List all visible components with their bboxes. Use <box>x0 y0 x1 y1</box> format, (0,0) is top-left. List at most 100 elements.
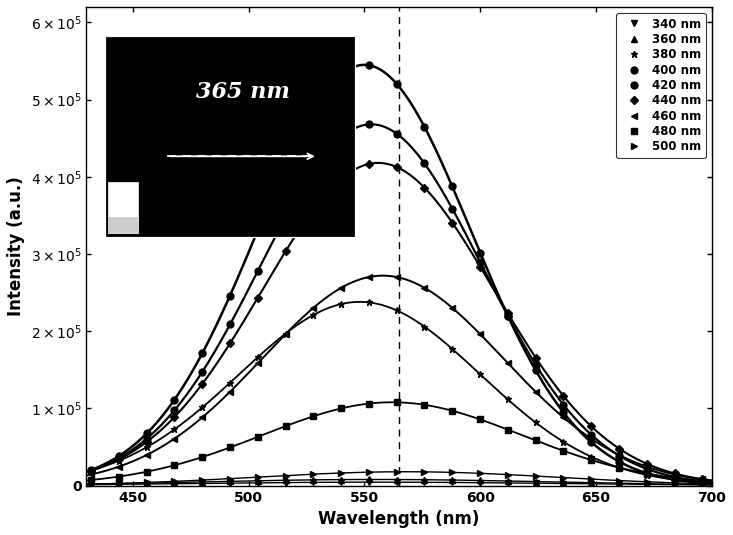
420 nm <box>670 473 679 480</box>
500 nm <box>142 479 151 486</box>
480 nm <box>448 408 457 414</box>
440 nm <box>392 164 401 170</box>
400 nm <box>670 476 679 483</box>
440 nm <box>114 456 123 463</box>
440 nm <box>336 176 345 182</box>
420 nm <box>476 259 485 265</box>
480 nm <box>698 478 707 484</box>
380 nm <box>476 371 485 377</box>
340 nm <box>254 479 262 486</box>
Line: 340 nm: 340 nm <box>88 479 733 488</box>
460 nm <box>198 414 207 421</box>
460 nm <box>364 274 373 280</box>
340 nm <box>142 481 151 487</box>
340 nm <box>614 481 623 487</box>
400 nm <box>309 107 317 113</box>
440 nm <box>531 354 540 361</box>
380 nm <box>114 457 123 464</box>
400 nm <box>420 124 429 130</box>
420 nm <box>504 312 512 319</box>
340 nm <box>336 479 345 485</box>
480 nm <box>309 413 317 419</box>
340 nm <box>226 480 235 486</box>
440 nm <box>587 423 596 430</box>
400 nm <box>86 467 95 473</box>
460 nm <box>614 452 623 458</box>
460 nm <box>476 331 485 337</box>
500 nm <box>114 480 123 487</box>
440 nm <box>448 219 457 226</box>
400 nm <box>448 184 457 190</box>
340 nm <box>281 479 290 486</box>
480 nm <box>364 400 373 407</box>
480 nm <box>476 416 485 423</box>
500 nm <box>392 469 401 475</box>
420 nm <box>531 362 540 368</box>
400 nm <box>254 227 262 234</box>
480 nm <box>226 444 235 450</box>
440 nm <box>698 476 707 483</box>
360 nm <box>670 481 679 487</box>
500 nm <box>642 479 651 485</box>
400 nm <box>281 162 290 169</box>
340 nm <box>392 479 401 485</box>
460 nm <box>114 463 123 470</box>
380 nm <box>281 331 290 337</box>
440 nm <box>254 294 262 301</box>
340 nm <box>642 482 651 488</box>
480 nm <box>336 405 345 411</box>
400 nm <box>531 367 540 373</box>
380 nm <box>587 454 596 460</box>
340 nm <box>198 480 207 487</box>
360 nm <box>254 478 262 484</box>
380 nm <box>198 404 207 411</box>
360 nm <box>392 476 401 483</box>
500 nm <box>170 478 179 485</box>
500 nm <box>309 471 317 477</box>
380 nm <box>698 479 707 486</box>
Line: 460 nm: 460 nm <box>88 274 733 485</box>
380 nm <box>614 464 623 471</box>
360 nm <box>476 477 485 484</box>
440 nm <box>364 160 373 167</box>
X-axis label: Wavelength (nm): Wavelength (nm) <box>318 510 479 528</box>
480 nm <box>726 480 733 486</box>
480 nm <box>420 402 429 408</box>
400 nm <box>364 62 373 68</box>
420 nm <box>392 131 401 137</box>
360 nm <box>309 477 317 483</box>
440 nm <box>86 468 95 474</box>
500 nm <box>226 476 235 482</box>
420 nm <box>448 205 457 212</box>
500 nm <box>86 481 95 487</box>
440 nm <box>281 248 290 255</box>
420 nm <box>254 268 262 274</box>
340 nm <box>86 482 95 488</box>
380 nm <box>448 346 457 352</box>
420 nm <box>420 160 429 167</box>
460 nm <box>226 388 235 395</box>
460 nm <box>281 331 290 337</box>
500 nm <box>336 470 345 476</box>
360 nm <box>86 481 95 487</box>
Y-axis label: Intensity (a.u.): Intensity (a.u.) <box>7 177 25 316</box>
460 nm <box>254 360 262 366</box>
440 nm <box>226 340 235 347</box>
440 nm <box>198 381 207 387</box>
400 nm <box>142 430 151 437</box>
360 nm <box>642 480 651 487</box>
480 nm <box>254 434 262 440</box>
420 nm <box>114 455 123 461</box>
440 nm <box>559 393 568 399</box>
420 nm <box>726 480 733 487</box>
500 nm <box>254 474 262 480</box>
340 nm <box>114 481 123 487</box>
500 nm <box>559 475 568 481</box>
420 nm <box>309 167 317 173</box>
400 nm <box>226 293 235 299</box>
480 nm <box>670 475 679 481</box>
500 nm <box>198 477 207 483</box>
400 nm <box>392 81 401 87</box>
340 nm <box>448 479 457 486</box>
460 nm <box>559 414 568 421</box>
